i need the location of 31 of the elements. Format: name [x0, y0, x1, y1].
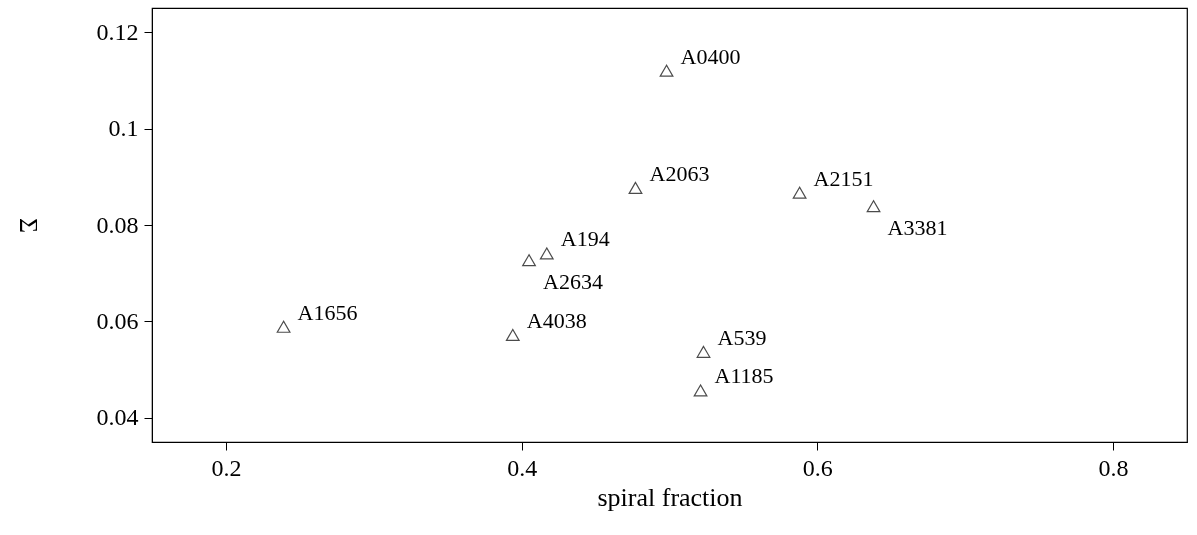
- point: [276, 320, 291, 333]
- point: [628, 181, 643, 194]
- y-tick-label: 0.08: [96, 211, 139, 238]
- annotation: A2151: [813, 165, 874, 191]
- point: [505, 328, 520, 342]
- annotation: A2634: [543, 269, 603, 295]
- point: [866, 200, 881, 213]
- annotation: A539: [717, 324, 767, 350]
- x-axis-title: spiral fraction: [597, 482, 743, 512]
- x-tick-label: 0.4: [507, 454, 538, 481]
- x-tick-label: 0.2: [211, 454, 242, 481]
- annotation: A0400: [680, 43, 741, 69]
- point: [539, 247, 554, 260]
- y-axis-title: Σ: [13, 217, 43, 234]
- point: [696, 345, 711, 358]
- point: [659, 64, 674, 77]
- y-tick-label: 0.12: [96, 18, 139, 45]
- point: [693, 384, 708, 397]
- annotation: A1656: [297, 299, 358, 325]
- x-tick-label: 0.8: [1098, 454, 1129, 481]
- annotation: A194: [560, 226, 610, 252]
- annotation: A4038: [526, 307, 587, 333]
- annotation: A3381: [887, 215, 948, 241]
- y-tick-label: 0.04: [96, 404, 139, 431]
- annotation: A1185: [714, 363, 774, 389]
- y-tick-label: 0.06: [96, 307, 139, 334]
- y-tick-label: 0.1: [108, 115, 139, 142]
- annotation: A2063: [649, 160, 710, 186]
- point: [792, 186, 807, 199]
- point: [522, 254, 536, 267]
- x-tick-label: 0.6: [802, 454, 833, 481]
